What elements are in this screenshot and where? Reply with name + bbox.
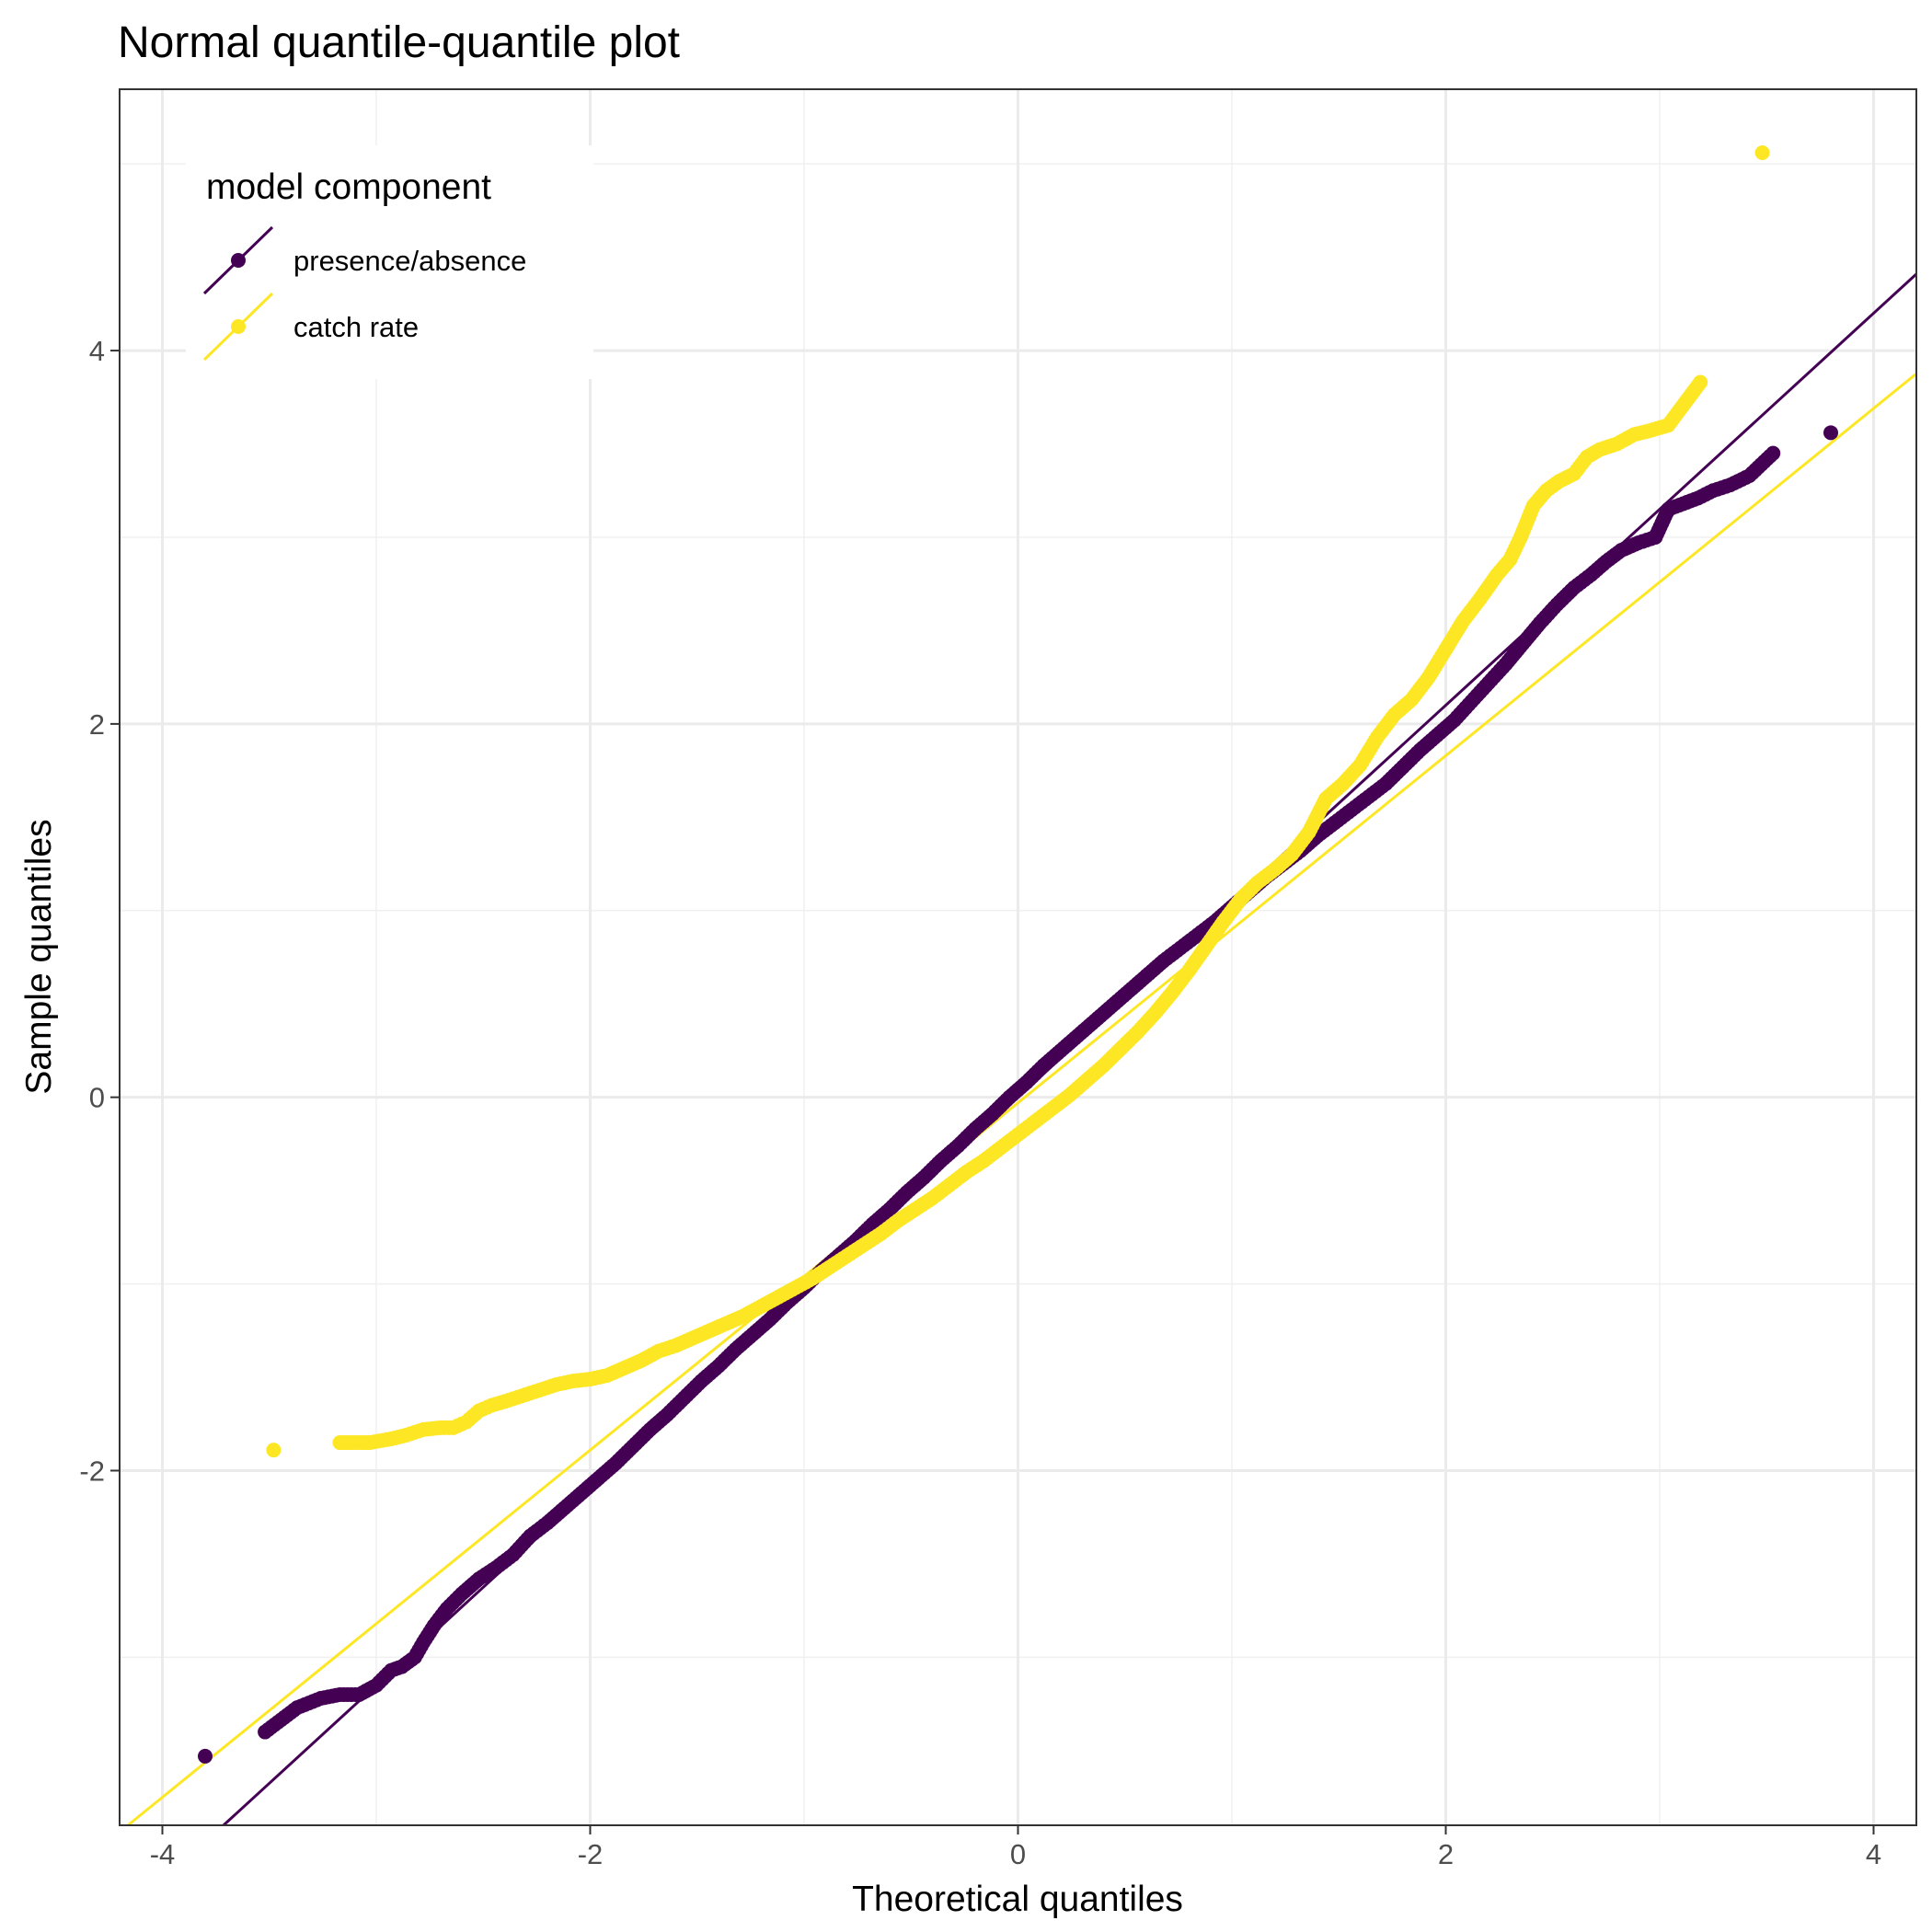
data-point	[1693, 374, 1708, 390]
y-tick-label: -2	[79, 1455, 105, 1487]
reference-line	[127, 373, 1917, 1827]
x-tick-label: 0	[1010, 1838, 1026, 1870]
x-tick-label: -4	[150, 1838, 176, 1870]
series-points	[198, 425, 1838, 1764]
data-point	[198, 1748, 213, 1764]
y-tick-label: 2	[89, 708, 105, 741]
y-axis-title: Sample quantiles	[19, 819, 59, 1094]
legend: model component presence/absence catch ra…	[186, 145, 593, 379]
legend-key-point	[231, 253, 246, 268]
x-tick-label: 4	[1866, 1838, 1881, 1870]
legend-item: catch rate	[202, 292, 419, 362]
data-point	[266, 1443, 282, 1458]
legend-title: model component	[206, 167, 491, 207]
x-axis-title: Theoretical quantiles	[852, 1880, 1183, 1919]
data-points	[198, 144, 1838, 1764]
chart-title: Normal quantile-quantile plot	[118, 18, 680, 67]
x-tick-label: 2	[1438, 1838, 1454, 1870]
legend-background	[186, 145, 593, 379]
data-point	[1754, 144, 1770, 160]
y-axis-ticks: -2 0 2 4	[79, 335, 120, 1487]
legend-label: catch rate	[293, 311, 419, 343]
legend-label: presence/absence	[293, 245, 526, 277]
legend-key-point	[231, 319, 246, 334]
x-axis-ticks: -4 -2 0 2 4	[150, 1825, 1881, 1870]
data-point	[1765, 445, 1781, 461]
series-points	[266, 144, 1770, 1458]
y-tick-label: 0	[89, 1082, 105, 1114]
data-point	[1823, 425, 1838, 441]
x-tick-label: -2	[578, 1838, 604, 1870]
legend-item: presence/absence	[202, 225, 526, 295]
y-tick-label: 4	[89, 335, 105, 367]
legend-items: presence/absence catch rate	[202, 225, 526, 362]
